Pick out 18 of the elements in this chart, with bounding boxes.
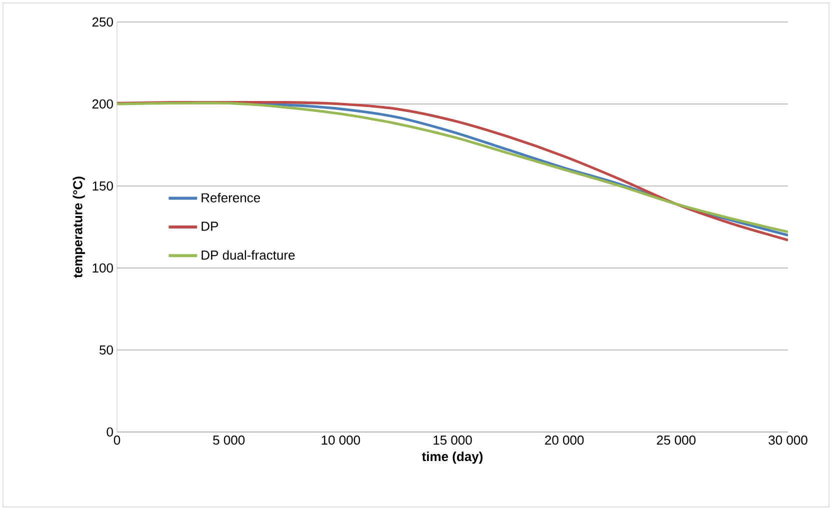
y-tick-label: 200 <box>92 99 113 109</box>
y-tick-label: 250 <box>92 17 113 27</box>
x-tick-label: 30 000 <box>768 436 808 445</box>
y-tick-label: 150 <box>92 181 113 191</box>
legend-label: DP dual-fracture <box>202 250 295 260</box>
x-axis-title: time (day) <box>422 452 483 464</box>
x-tick-label: 0 <box>114 436 120 445</box>
legend-label: Reference <box>202 192 260 202</box>
y-axis-title: temperature (°C) <box>72 176 85 278</box>
x-tick-label: 15 000 <box>434 436 472 445</box>
x-tick-label: 10 000 <box>322 436 360 445</box>
x-tick-label: 25 000 <box>656 436 696 445</box>
x-tick-label: 20 000 <box>545 436 584 445</box>
y-tick-label: 100 <box>92 263 113 273</box>
x-tick-label: 5 000 <box>213 436 245 445</box>
y-tick-label: 0 <box>106 427 113 437</box>
y-tick-label: 50 <box>100 345 113 355</box>
legend-label: DP <box>202 222 218 231</box>
